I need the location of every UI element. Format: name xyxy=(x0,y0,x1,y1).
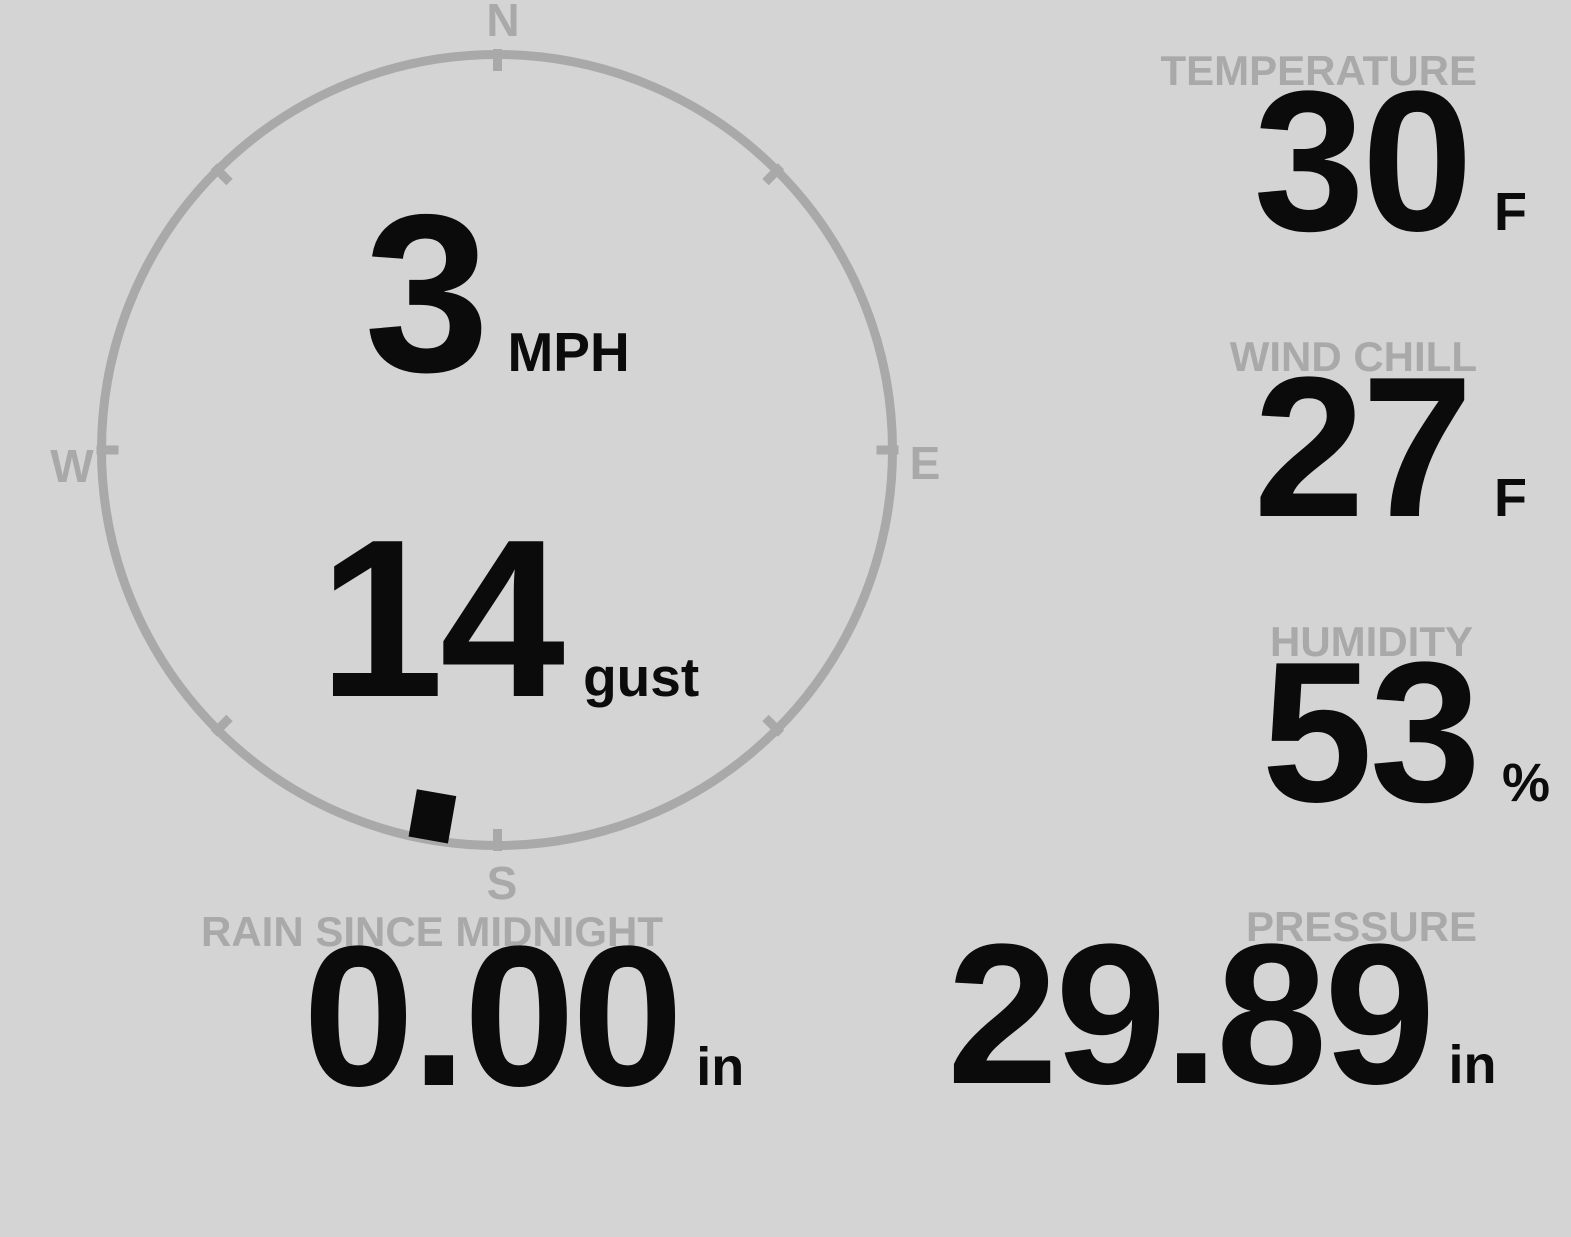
temperature-label: TEMPERATURE xyxy=(1160,47,1477,94)
temperature-unit: F xyxy=(1494,182,1527,242)
pressure-unit: in xyxy=(1448,1035,1497,1095)
compass-tick-s xyxy=(492,829,502,851)
compass-tick-e xyxy=(876,445,898,455)
wind-speed-row: 3 MPH xyxy=(364,181,629,406)
compass-tick-n xyxy=(492,49,502,71)
compass-tick-w xyxy=(96,445,118,455)
rain-value: 0.00 xyxy=(303,905,683,1128)
humidity-value-row: 53 % xyxy=(1262,633,1550,833)
wind-chill-label: WIND CHILL xyxy=(1229,333,1477,380)
compass-label-west: W xyxy=(50,440,94,492)
humidity-value: 53 xyxy=(1261,621,1481,844)
wind-gust-unit: gust xyxy=(583,646,700,708)
rain-label: RAIN SINCE MIDNIGHT xyxy=(201,908,663,955)
humidity-label: HUMIDITY xyxy=(1270,618,1473,665)
wind-direction-marker xyxy=(408,789,457,844)
wind-gust-row: 14 gust xyxy=(319,506,699,731)
pressure-value: 29.89 xyxy=(947,903,1435,1126)
pressure-label: PRESSURE xyxy=(1245,903,1477,950)
wind-gust-value: 14 xyxy=(318,492,565,744)
humidity-unit: % xyxy=(1501,753,1550,813)
pressure-value-row: 29.89 in xyxy=(947,915,1497,1115)
wind-chill-unit: F xyxy=(1494,468,1527,528)
wind-speed-unit: MPH xyxy=(507,321,630,383)
compass-label-east: E xyxy=(909,437,941,489)
rain-value-row: 0.00 in xyxy=(303,917,744,1117)
wind-compass: N E S W 3 MPH 14 gust xyxy=(50,0,940,906)
wind-chill-value-row: 27 F xyxy=(1254,348,1527,548)
compass-label-north: N xyxy=(486,0,520,46)
compass-label-south: S xyxy=(486,857,518,909)
temperature-value-row: 30 F xyxy=(1254,62,1527,262)
temperature-value: 30 xyxy=(1253,50,1473,273)
wind-speed-value: 3 xyxy=(364,167,489,419)
rain-unit: in xyxy=(696,1037,745,1097)
wind-chill-value: 27 xyxy=(1253,336,1473,559)
